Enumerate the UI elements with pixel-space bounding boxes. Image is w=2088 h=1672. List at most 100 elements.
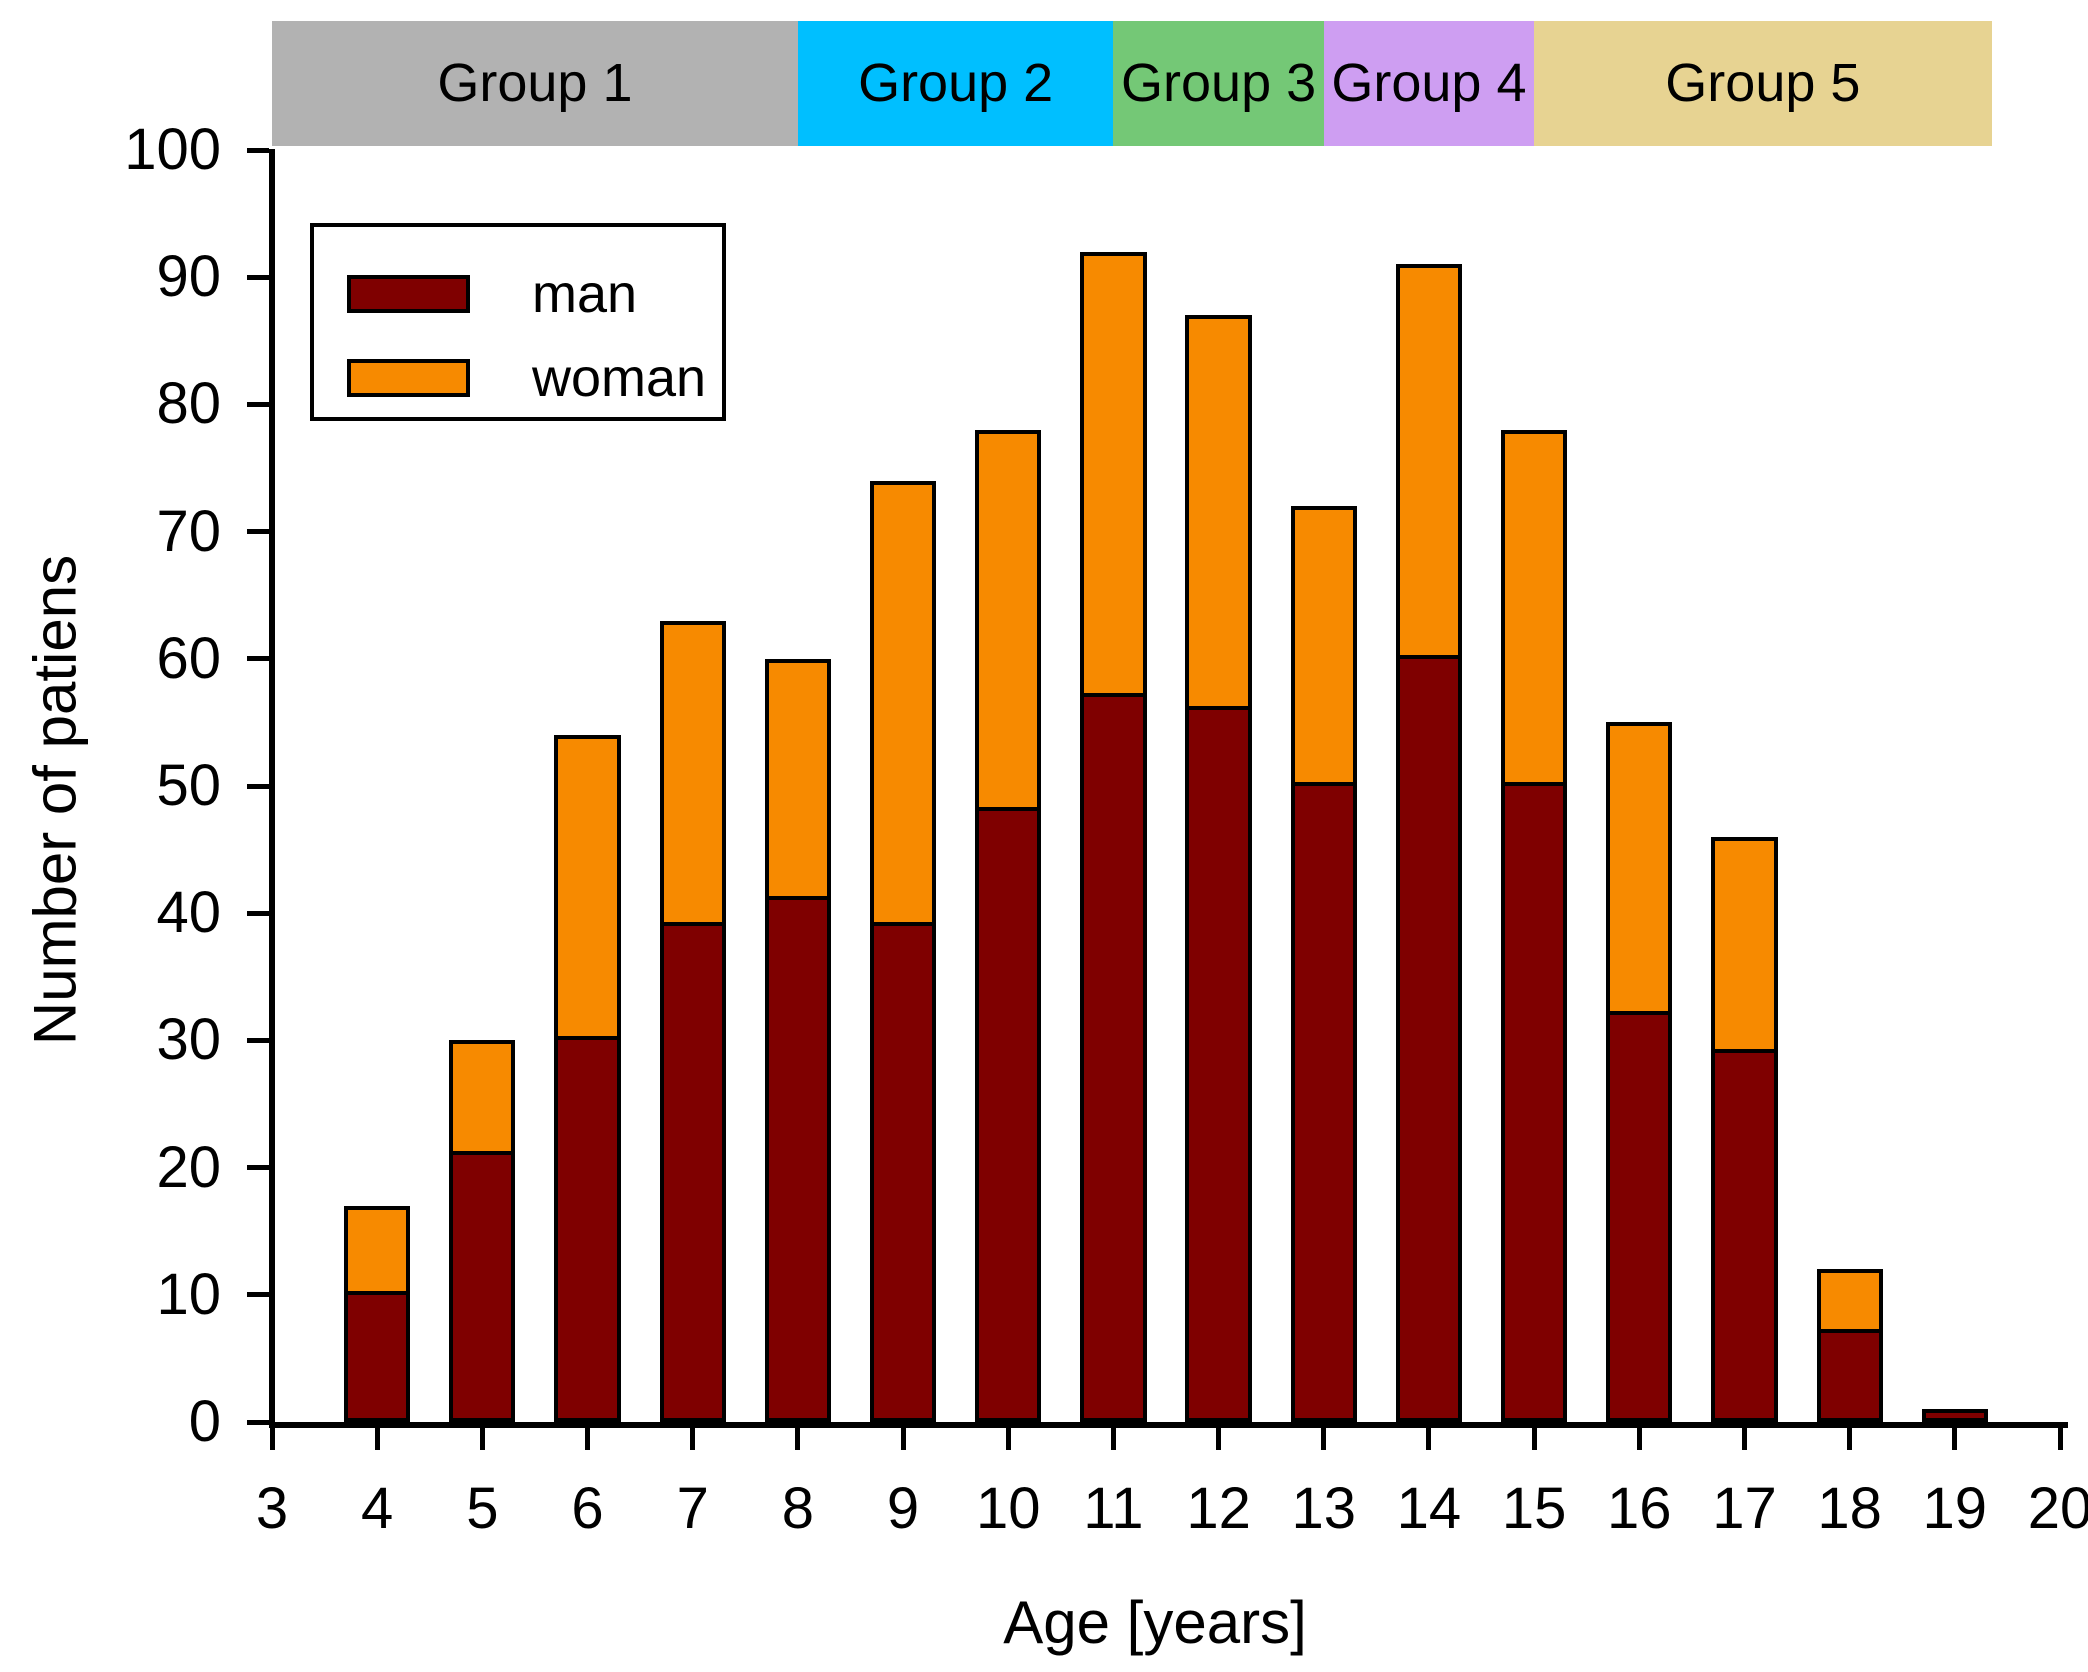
x-tick-17 [1741,1428,1747,1450]
bar-woman-segment-age-18 [1816,1269,1883,1333]
x-tick-label-5: 5 [466,1476,499,1541]
x-tick-label-18: 18 [1817,1476,1882,1541]
x-tick-13 [1321,1428,1327,1450]
group-band-label-4: Group 4 [1331,53,1527,113]
x-tick-6 [585,1428,591,1450]
bar-man-segment-age-17 [1711,1053,1778,1422]
y-tick-label-40: 40 [156,880,221,946]
x-tick-label-3: 3 [255,1476,289,1541]
y-tick-20 [247,1165,269,1171]
y-axis-title: Number of patiens [21,554,89,1046]
bar-woman-segment-age-6 [554,735,621,1041]
y-tick-label-0: 0 [188,1389,221,1454]
bar-man-segment-age-16 [1606,1014,1673,1422]
x-tick-label-16: 16 [1607,1476,1672,1541]
group-band-segment-4: Group 4 [1323,21,1535,146]
x-tick-19 [1952,1428,1958,1450]
bar-man-segment-age-12 [1185,709,1252,1422]
y-tick-100 [247,147,269,153]
bar-woman-segment-age-8 [764,658,831,901]
x-axis-title: Age [years] [1003,1589,1307,1656]
x-tick-label-6: 6 [571,1476,604,1541]
bar-man-segment-age-6 [554,1040,621,1422]
bar-woman-segment-age-15 [1500,429,1568,786]
x-tick-4 [374,1428,380,1450]
y-tick-10 [247,1292,269,1298]
x-tick-11 [1110,1428,1116,1450]
bar-woman-segment-age-7 [659,620,726,926]
y-tick-label-10: 10 [156,1261,221,1327]
bar-man-segment-age-4 [344,1294,411,1422]
y-tick-70 [247,529,269,535]
group-band-label-3: Group 3 [1121,53,1317,113]
bar-man-segment-age-7 [659,925,726,1422]
bar-woman-segment-age-12 [1185,315,1252,710]
legend-row-man: man [347,267,722,321]
x-tick-label-12: 12 [1186,1476,1251,1541]
y-tick-40 [247,910,269,916]
x-tick-3 [269,1428,275,1450]
y-tick-label-20: 20 [156,1134,221,1200]
x-tick-label-15: 15 [1501,1476,1567,1541]
y-tick-label-70: 70 [156,498,221,564]
x-tick-14 [1426,1428,1432,1450]
bar-man-segment-age-9 [869,925,937,1422]
x-tick-18 [1847,1428,1853,1450]
legend-label-man: man [532,264,638,324]
x-tick-8 [795,1428,801,1450]
x-tick-20 [2057,1428,2063,1450]
x-tick-label-14: 14 [1396,1476,1462,1541]
bar-man-segment-age-5 [449,1154,516,1422]
y-tick-30 [247,1037,269,1043]
x-tick-12 [1216,1428,1222,1450]
legend-box: man woman [310,223,726,421]
y-tick-label-30: 30 [156,1007,221,1073]
group-band-segment-2: Group 2 [797,21,1114,146]
y-tick-label-100: 100 [124,117,221,182]
y-tick-50 [247,783,269,789]
bar-man-segment-age-13 [1290,786,1357,1422]
x-tick-9 [900,1428,906,1450]
y-tick-label-90: 90 [156,244,221,310]
bar-man-segment-age-10 [975,811,1042,1422]
bar-man-segment-age-14 [1395,658,1463,1422]
bar-man-segment-age-11 [1080,696,1147,1422]
y-tick-90 [247,274,269,280]
group-band-segment-3: Group 3 [1113,21,1324,146]
bar-man-segment-age-8 [764,900,831,1422]
bar-woman-segment-age-11 [1080,251,1147,697]
bar-man-segment-age-18 [1816,1332,1883,1422]
y-axis-line [269,149,275,1428]
legend-swatch-woman [347,359,470,397]
x-tick-label-17: 17 [1712,1476,1777,1541]
bar-woman-segment-age-16 [1606,722,1673,1015]
x-tick-16 [1636,1428,1642,1450]
bar-woman-segment-age-14 [1395,264,1463,659]
x-axis-line [269,1422,2068,1428]
x-tick-label-7: 7 [676,1476,709,1541]
x-tick-7 [690,1428,696,1450]
bar-woman-segment-age-4 [344,1205,411,1295]
y-tick-80 [247,401,269,407]
y-tick-label-80: 80 [156,371,221,437]
bar-woman-segment-age-17 [1711,836,1778,1054]
y-tick-label-50: 50 [156,753,221,818]
legend-row-woman: woman [347,351,722,405]
x-tick-label-20: 20 [2027,1476,2088,1541]
y-tick-0 [247,1419,269,1425]
y-tick-label-60: 60 [156,625,221,691]
legend-label-woman: woman [532,348,707,408]
bar-woman-segment-age-10 [975,429,1042,812]
group-band-label-2: Group 2 [858,53,1054,113]
group-band-segment-1: Group 1 [272,21,798,146]
bar-man-segment-age-15 [1500,786,1568,1422]
x-tick-label-19: 19 [1922,1476,1988,1541]
bar-man-segment-age-19 [1921,1409,1988,1422]
legend-swatch-man [347,275,470,313]
bar-woman-segment-age-13 [1290,506,1357,786]
group-band-label-5: Group 5 [1665,53,1861,113]
bar-woman-segment-age-9 [869,480,937,926]
x-tick-10 [1005,1428,1011,1450]
x-tick-15 [1531,1428,1537,1450]
